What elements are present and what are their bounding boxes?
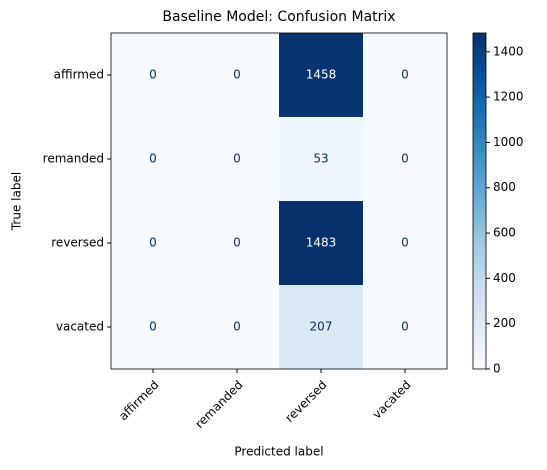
chart-title: Baseline Model: Confusion Matrix xyxy=(162,9,395,25)
cell xyxy=(363,117,447,201)
cell-label: 1458 xyxy=(306,68,337,82)
cell-label: 0 xyxy=(233,236,241,250)
colorbar-tick-label: 1200 xyxy=(493,90,524,104)
colorbar-tick-label: 0 xyxy=(493,362,501,376)
y-tick-label: reversed xyxy=(51,236,104,250)
colorbar-tick-label: 1000 xyxy=(493,135,524,149)
colorbar-tick-label: 1400 xyxy=(493,44,524,58)
cell-label: 53 xyxy=(313,152,328,166)
colorbar-tick-label: 600 xyxy=(493,226,516,240)
cell-label: 0 xyxy=(149,152,157,166)
cell-label: 1483 xyxy=(306,236,337,250)
cell-label: 0 xyxy=(233,68,241,82)
cell-label: 0 xyxy=(401,320,409,334)
cell xyxy=(363,285,447,369)
cell xyxy=(111,117,195,201)
colorbar-tick-label: 400 xyxy=(493,271,516,285)
x-tick-label: vacated xyxy=(370,378,414,422)
cell xyxy=(279,33,363,117)
x-axis-label: Predicted label xyxy=(234,445,323,459)
cell xyxy=(195,33,279,117)
cell-label: 0 xyxy=(149,68,157,82)
colorbar-tick-label: 800 xyxy=(493,180,516,194)
cell-label: 0 xyxy=(401,152,409,166)
y-tick-label: affirmed xyxy=(54,68,104,82)
colorbar-tick-label: 200 xyxy=(493,316,516,330)
cell-label: 207 xyxy=(310,320,333,334)
cell xyxy=(195,285,279,369)
cell xyxy=(279,201,363,285)
x-tick-label: remanded xyxy=(192,378,245,431)
cell xyxy=(279,285,363,369)
cell-label: 0 xyxy=(233,152,241,166)
cell-label: 0 xyxy=(233,320,241,334)
cell-label: 0 xyxy=(401,68,409,82)
cell xyxy=(279,117,363,201)
y-tick-label: remanded xyxy=(43,152,104,166)
colorbar xyxy=(472,32,487,370)
cell xyxy=(195,117,279,201)
cell xyxy=(111,285,195,369)
x-tick-label: affirmed xyxy=(116,378,162,424)
plot-frame xyxy=(110,32,448,370)
cell xyxy=(111,201,195,285)
y-axis-label: True label xyxy=(10,172,24,231)
cell-label: 0 xyxy=(149,236,157,250)
cell-label: 0 xyxy=(149,320,157,334)
cell xyxy=(195,201,279,285)
cell xyxy=(363,201,447,285)
cell-label: 0 xyxy=(401,236,409,250)
y-tick-label: vacated xyxy=(56,320,104,334)
x-tick-label: reversed xyxy=(282,378,329,425)
cell xyxy=(111,33,195,117)
cell xyxy=(363,33,447,117)
